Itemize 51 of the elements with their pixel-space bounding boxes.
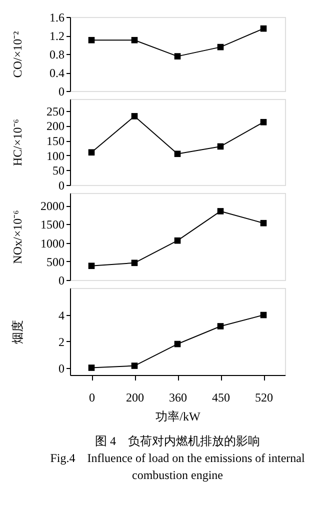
y-tick-label: 2 xyxy=(58,334,64,349)
y-tick-label: 0 xyxy=(58,274,64,288)
y-tick-label: 2000 xyxy=(40,199,64,214)
point xyxy=(88,149,95,156)
y-tick-label: 1.2 xyxy=(50,29,64,43)
x-tick-label: 0 xyxy=(89,390,95,404)
point xyxy=(131,36,138,44)
y-tick-label: 250 xyxy=(46,104,64,118)
point xyxy=(260,312,267,318)
point xyxy=(217,143,224,150)
point xyxy=(217,323,224,330)
y-axis-title: CO/×10⁻² xyxy=(10,30,24,78)
y-tick-label: 0 xyxy=(58,361,64,376)
point xyxy=(260,220,267,226)
y-tick-label: 200 xyxy=(46,119,64,134)
point xyxy=(131,113,138,120)
y-axis-title: 烟度 xyxy=(10,320,24,344)
y-tick-label: 50 xyxy=(52,164,64,178)
y-tick-label: 0 xyxy=(58,84,64,98)
point xyxy=(88,364,95,371)
point xyxy=(131,362,138,369)
x-axis-title: 功率/kW xyxy=(156,410,201,424)
point xyxy=(174,340,181,348)
point xyxy=(174,237,181,244)
y-tick-label: 1.6 xyxy=(50,10,64,24)
y-tick-label: 500 xyxy=(46,254,64,269)
point xyxy=(88,262,95,270)
point xyxy=(174,53,181,60)
caption: 图 4 负荷对内燃机排放的影响 xyxy=(95,434,260,448)
point xyxy=(174,150,181,158)
y-tick-label: 0.8 xyxy=(50,48,64,62)
point xyxy=(260,118,267,126)
y-tick-label: 0 xyxy=(58,178,64,192)
y-tick-label: 0.4 xyxy=(50,66,64,80)
y-tick-label: 1000 xyxy=(40,236,64,250)
y-tick-label: 4 xyxy=(58,308,64,323)
point xyxy=(131,260,138,266)
x-tick-label: 520 xyxy=(255,390,273,404)
x-tick-label: 360 xyxy=(169,390,187,404)
point xyxy=(217,208,224,214)
y-axis-title: HC/×10⁻⁶ xyxy=(10,119,24,166)
x-tick-label: 450 xyxy=(212,390,230,404)
point xyxy=(217,44,224,50)
y-tick-label: 1500 xyxy=(40,218,64,232)
x-tick-label: 200 xyxy=(126,390,144,404)
point xyxy=(260,25,267,32)
point xyxy=(88,36,95,44)
y-tick-label: 100 xyxy=(46,148,64,163)
y-tick-label: 150 xyxy=(46,134,64,148)
caption: Fig.4 Influence of load on the emissions of internal combustion engine xyxy=(50,451,306,482)
y-axis-title: NOx/×10⁻⁶ xyxy=(10,210,24,264)
